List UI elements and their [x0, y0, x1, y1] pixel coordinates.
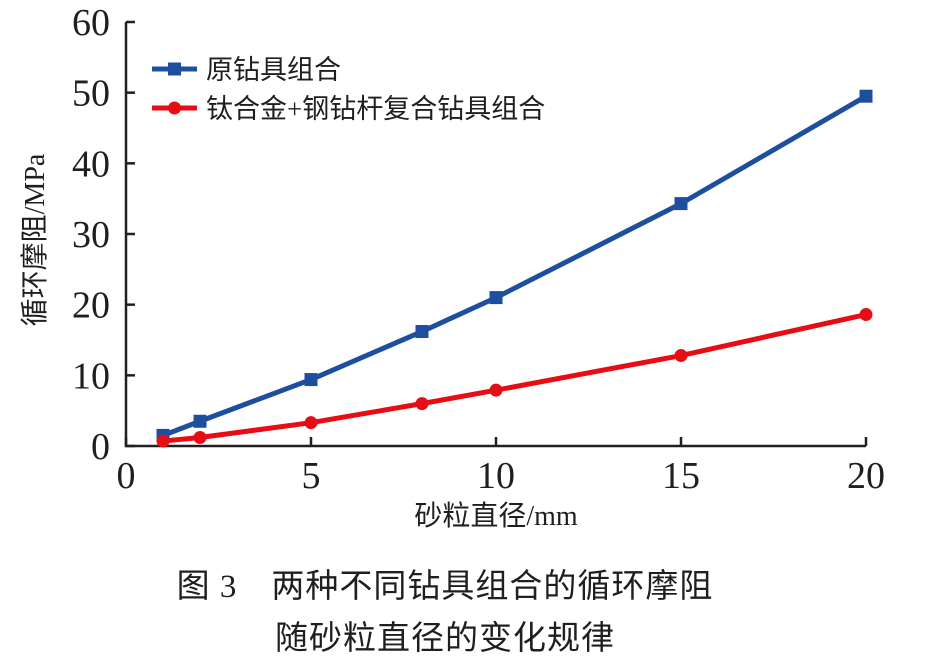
series-1-circle-marker — [415, 397, 429, 411]
x-tick-label: 15 — [662, 455, 700, 497]
line-chart: 0 10 20 30 40 50 60 0 5 10 15 20 砂粒直径/mm 循环摩阻/MPa 原钻具组… — [19, 2, 885, 532]
y-axis-title: 循环摩阻/MPa — [19, 153, 51, 326]
legend-label-0: 原钻具组合 — [206, 55, 341, 85]
y-tick-label: 0 — [91, 426, 110, 468]
x-tick-label: 20 — [847, 455, 885, 497]
y-tick-label: 50 — [72, 73, 110, 115]
x-tick-label: 5 — [302, 455, 321, 497]
figure-caption: 图 3 两种不同钻具组合的循环摩阻 随砂粒直径的变化规律 — [0, 561, 890, 665]
series-line-1 — [162, 312, 867, 444]
y-tick-label: 30 — [72, 214, 110, 256]
x-tick-label: 10 — [477, 455, 515, 497]
y-tick-label: 20 — [72, 285, 110, 327]
series-0-square-marker — [193, 414, 207, 428]
legend-label-1: 钛合金+钢钻杆复合钻具组合 — [206, 94, 545, 124]
axis-frame — [124, 22, 866, 448]
y-tick-label: 40 — [72, 143, 110, 185]
series-1-circle-marker — [489, 383, 503, 397]
legend-0-square-marker — [168, 62, 181, 76]
series-0-square-marker — [304, 373, 318, 387]
series-0-square-marker — [489, 291, 503, 305]
series-0-square-marker — [674, 197, 688, 211]
series-0-square-marker — [859, 89, 873, 103]
series-1-circle-marker — [859, 308, 873, 322]
series-0-square-marker — [415, 325, 429, 339]
x-axis-title: 砂粒直径/mm — [414, 500, 578, 532]
legend-1-circle-marker — [168, 101, 181, 115]
series-1-circle-marker — [674, 349, 688, 363]
caption-line-2: 随砂粒直径的变化规律 — [275, 621, 615, 657]
series-1-circle-marker — [304, 416, 318, 430]
x-tick-label: 0 — [117, 455, 136, 497]
y-tick-label: 10 — [72, 355, 110, 397]
caption-line-1: 图 3 两种不同钻具组合的循环摩阻 — [176, 569, 714, 605]
series-1-circle-marker — [193, 431, 207, 445]
y-tick-label: 60 — [72, 2, 110, 44]
series-1-circle-marker — [156, 434, 170, 448]
